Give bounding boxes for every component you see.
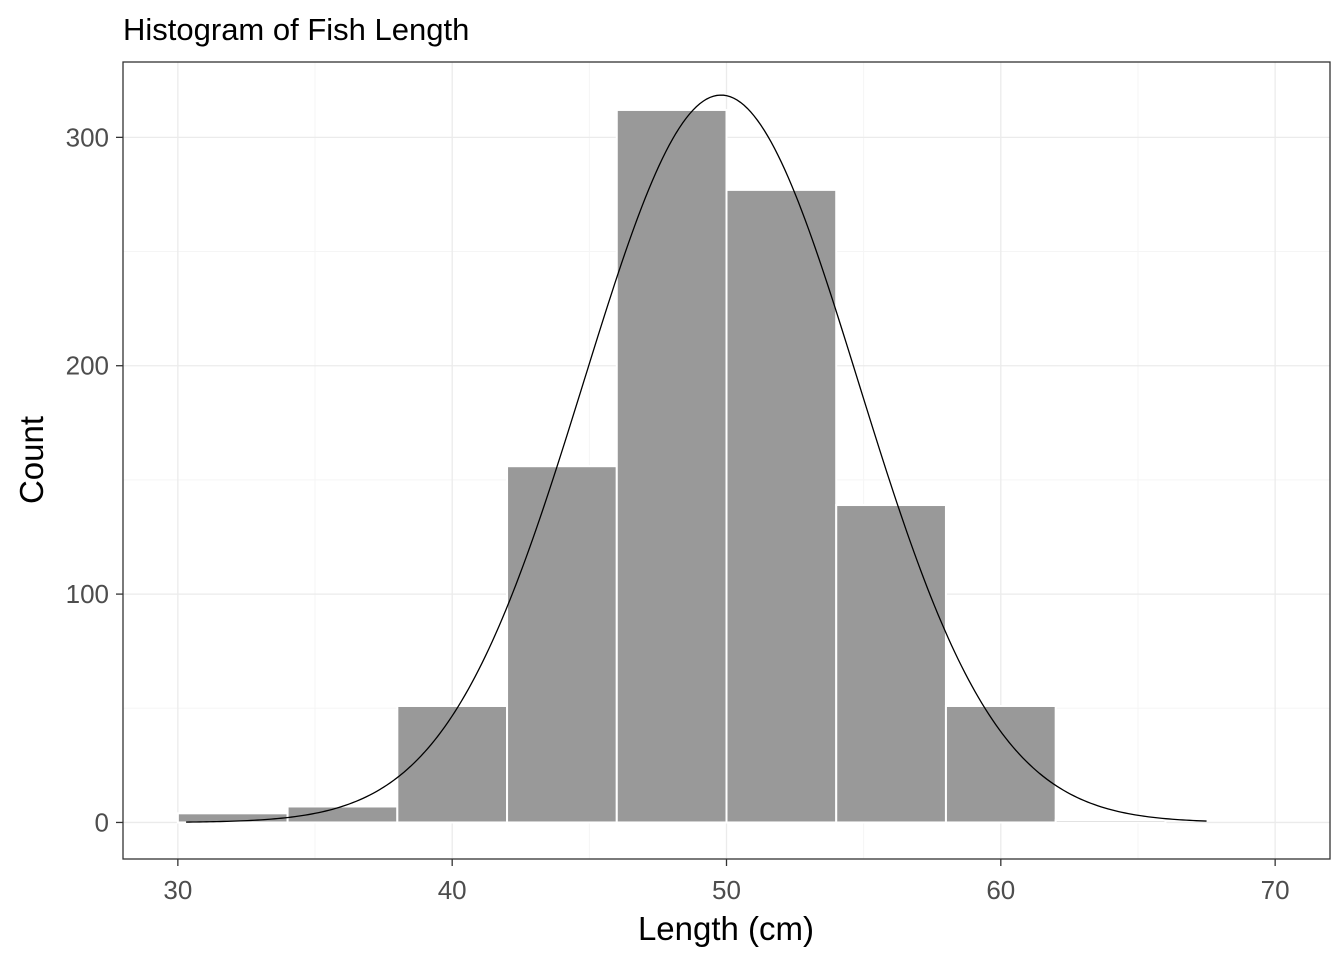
x-tick-label: 30 bbox=[163, 875, 192, 905]
x-axis-ticks: 30 40 50 60 70 bbox=[163, 859, 1290, 905]
x-tick-label: 70 bbox=[1261, 875, 1290, 905]
histogram-bar bbox=[396, 704, 509, 824]
y-tick-label: 300 bbox=[66, 122, 109, 152]
histogram-bars bbox=[176, 108, 1167, 824]
histogram-bar bbox=[615, 108, 728, 824]
y-axis-ticks: 0 100 200 300 bbox=[66, 122, 123, 837]
x-tick-label: 60 bbox=[986, 875, 1015, 905]
histogram-bar bbox=[944, 704, 1057, 824]
histogram-bar bbox=[835, 504, 947, 824]
y-tick-label: 200 bbox=[66, 351, 109, 381]
x-tick-label: 40 bbox=[438, 875, 467, 905]
y-tick-label: 0 bbox=[95, 807, 109, 837]
chart-title: Histogram of Fish Length bbox=[123, 12, 469, 47]
histogram-bar bbox=[286, 805, 399, 824]
density-curve bbox=[186, 94, 1207, 823]
histogram-bar bbox=[1054, 819, 1167, 824]
y-tick-label: 100 bbox=[66, 579, 109, 609]
histogram-bar bbox=[725, 188, 838, 824]
x-axis-label: Length (cm) bbox=[638, 910, 814, 947]
x-tick-label: 50 bbox=[712, 875, 741, 905]
y-axis-label: Count bbox=[13, 416, 50, 504]
histogram-bar bbox=[506, 465, 618, 824]
